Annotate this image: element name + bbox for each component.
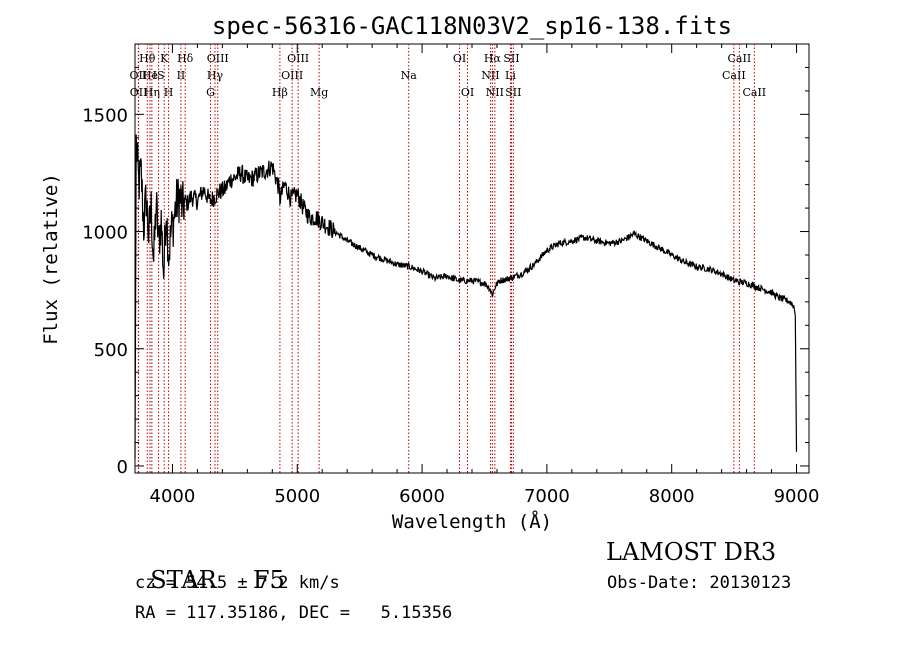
y-tick-label: 1500 (82, 105, 128, 126)
spectral-line-label: Hγ (207, 69, 224, 82)
spectral-line-label: OIII (281, 69, 303, 82)
y-tick-label: 1000 (82, 223, 128, 244)
x-tick-label: 8000 (649, 486, 695, 507)
y-tick-label: 0 (117, 457, 128, 478)
spectral-line-label: He (142, 69, 158, 82)
x-axis-label: Wavelength (Å) (392, 510, 552, 533)
spectral-line-label: OIII (207, 52, 229, 65)
spectral-line-label: G (206, 86, 215, 99)
spectral-line-label: NII (486, 86, 504, 99)
x-tick-label: 6000 (399, 486, 445, 507)
spectral-line-label: OII (130, 69, 148, 82)
spectral-line-label: OII (130, 86, 148, 99)
obs-date: Obs-Date: 20130123 (607, 573, 792, 593)
spectral-line-label: Mg (310, 86, 328, 99)
x-tick-label: 7000 (524, 486, 570, 507)
redshift-text: cz = 54.5 ± 7.2 km/s (135, 573, 340, 593)
spectral-line-label: CaII (722, 69, 746, 82)
spectral-line-label: Hβ (272, 86, 288, 99)
y-tick-label: 500 (94, 340, 128, 361)
plot-frame (134, 43, 810, 474)
coordinates-text: RA = 117.35186, DEC = 5.15356 (135, 603, 453, 623)
survey-name: LAMOST DR3 (606, 538, 777, 566)
object-subclass: F5 (252, 566, 285, 594)
spectral-line-label: OI (461, 86, 474, 99)
spectral-line-label: II (177, 69, 186, 82)
chart-title: spec-56316-GAC118N03V2_sp16-138.fits (212, 12, 732, 40)
spectrum-line (134, 134, 798, 459)
spectral-line-label: SII (505, 86, 521, 99)
axis-tick-labels: 4000 5000 6000 7000 8000 9000 0 500 1000 1500 (82, 105, 819, 507)
spectral-line-markers (137, 44, 755, 473)
spectral-line-label: CaII (742, 86, 766, 99)
spectral-line-label: OI (453, 52, 466, 65)
spectral-line-label: K (160, 52, 169, 65)
spectral-line-label: OIII (287, 52, 309, 65)
spectral-line-label: Na (401, 69, 418, 82)
spectral-line-label: Hη (144, 86, 160, 99)
spectral-line-label: NII (481, 69, 499, 82)
spectral-line-label: Hδ (177, 52, 194, 65)
x-tick-label: 9000 (774, 486, 820, 507)
y-axis-label: Flux (relative) (40, 173, 62, 345)
spectral-line-label: SII (503, 52, 519, 65)
spectral-line-label: Hθ (139, 52, 156, 65)
x-tick-label: 4000 (150, 486, 196, 507)
spectral-line-label: H (164, 86, 174, 99)
spectral-line-label: Hα (484, 52, 502, 65)
spectral-line-label: CaII (728, 52, 752, 65)
spectral-line-label: IS (153, 69, 165, 82)
object-class: STAR (150, 566, 217, 594)
axis-ticks (135, 44, 809, 473)
x-tick-label: 5000 (274, 486, 320, 507)
spectral-line-label: Li (505, 69, 516, 82)
object-class-row: STAR F5 (135, 538, 285, 594)
